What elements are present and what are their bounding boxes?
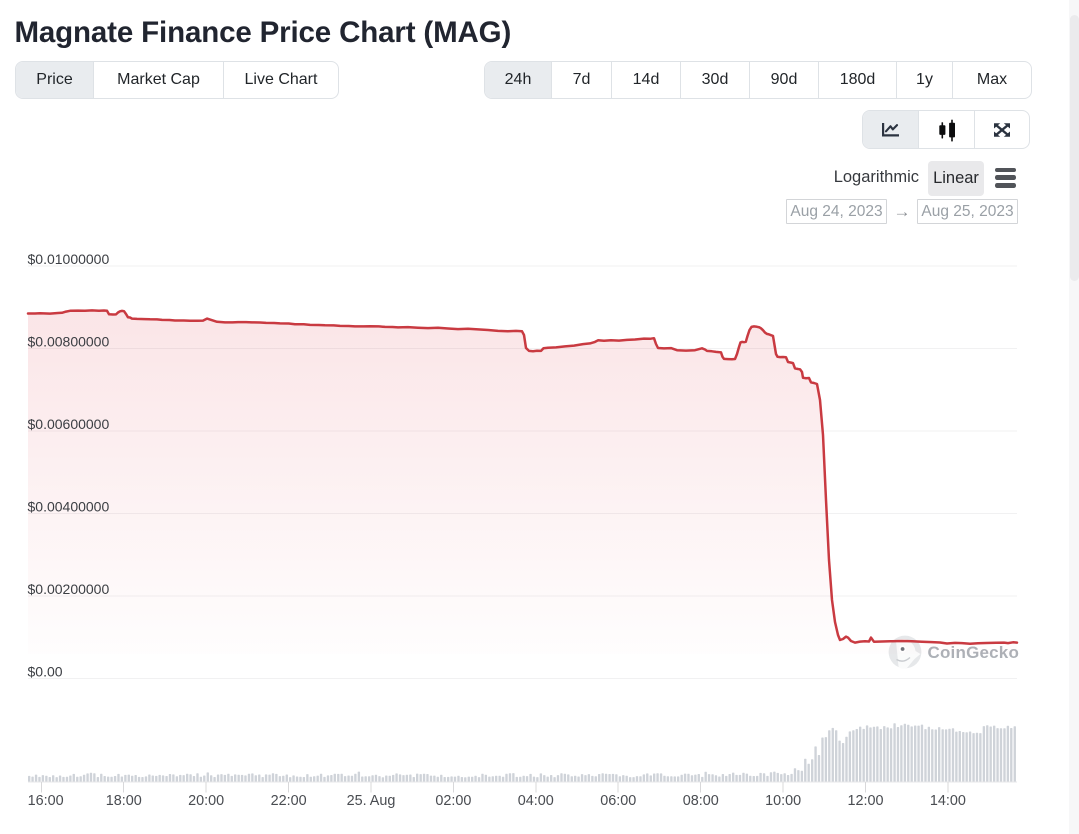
svg-text:$0.00800000: $0.00800000: [28, 333, 110, 349]
svg-text:22:00: 22:00: [271, 793, 307, 809]
svg-text:14:00: 14:00: [930, 793, 966, 809]
svg-text:10:00: 10:00: [765, 793, 801, 809]
svg-text:$0.00200000: $0.00200000: [28, 581, 110, 597]
svg-text:$0.00: $0.00: [28, 663, 63, 679]
svg-text:$0.01000000: $0.01000000: [28, 251, 110, 267]
svg-text:04:00: 04:00: [518, 793, 554, 809]
svg-text:12:00: 12:00: [847, 793, 883, 809]
svg-text:02:00: 02:00: [435, 793, 471, 809]
svg-text:16:00: 16:00: [28, 793, 64, 809]
svg-text:08:00: 08:00: [683, 793, 719, 809]
svg-text:$0.00600000: $0.00600000: [28, 416, 110, 432]
svg-text:20:00: 20:00: [188, 793, 224, 809]
svg-text:18:00: 18:00: [106, 793, 142, 809]
svg-text:06:00: 06:00: [600, 793, 636, 809]
svg-text:25. Aug: 25. Aug: [347, 793, 396, 809]
svg-text:$0.00400000: $0.00400000: [28, 498, 110, 514]
